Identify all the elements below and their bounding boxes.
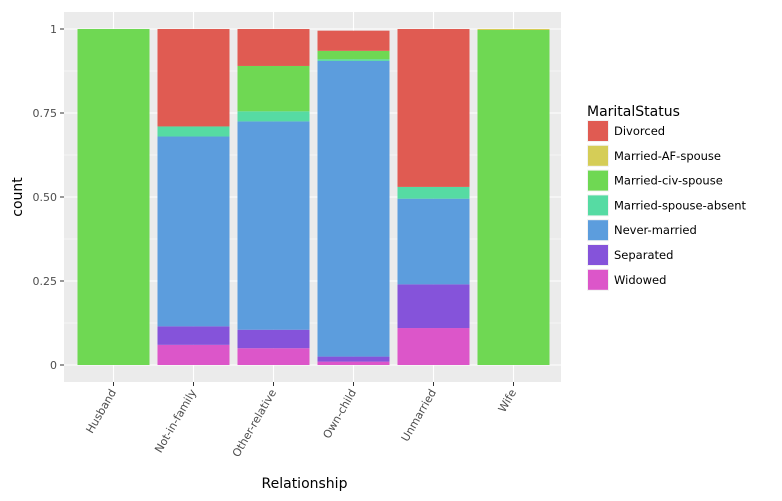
- y-axis: 0 0.25 0.50 0.75 1: [33, 23, 64, 372]
- bar-segment-separated-unmarried: [397, 284, 470, 329]
- bar-segment-married-spouse-absent-not-in-family: [157, 126, 230, 137]
- legend-title: MaritalStatus: [587, 104, 680, 120]
- bar-segment-widowed-other-relative: [237, 348, 310, 365]
- bar-segment-married-civ-spouse-own-child: [317, 50, 390, 60]
- bar-segment-married-spouse-absent-other-relative: [237, 111, 310, 122]
- bar-segment-never-married-not-in-family: [157, 136, 230, 327]
- bar-segment-divorced-not-in-family: [157, 29, 230, 127]
- legend-swatch-never-married: [588, 220, 608, 241]
- legend-swatch-divorced: [588, 121, 608, 141]
- bar-segment-separated-own-child: [317, 356, 390, 362]
- bar-segment-separated-other-relative: [237, 329, 310, 349]
- legend-label-divorced: Divorced: [614, 124, 665, 138]
- bar-segment-widowed-unmarried: [397, 328, 470, 365]
- legend-label-married-civ-spouse: Married-civ-spouse: [614, 174, 723, 188]
- legend-label-widowed: Widowed: [614, 273, 666, 287]
- legend-swatch-widowed: [588, 269, 608, 290]
- bar-segment-married-civ-spouse-husband: [77, 29, 150, 365]
- legend-swatch-married-af-spouse: [588, 145, 608, 166]
- bars: [77, 29, 550, 366]
- legend-items: Divorced Married-AF-spouse Married-civ-spo…: [587, 120, 746, 291]
- bar-segment-married-spouse-absent-unmarried: [397, 186, 470, 199]
- x-tick-label: Unmarried: [399, 387, 439, 444]
- bar-segment-divorced-other-relative: [237, 29, 310, 66]
- legend-label-never-married: Never-married: [614, 223, 697, 237]
- x-tick-label: Own-child: [320, 387, 359, 441]
- x-tick-label: Not-in-family: [152, 387, 199, 456]
- legend-label-married-spouse-absent: Married-spouse-absent: [614, 198, 746, 212]
- bar-segment-widowed-not-in-family: [157, 344, 230, 365]
- bar-segment-never-married-unmarried: [397, 198, 470, 285]
- legend-label-separated: Separated: [614, 248, 673, 262]
- x-tick-label: Other-relative: [230, 387, 279, 460]
- y-axis-title: count: [10, 177, 26, 217]
- bar-segment-never-married-other-relative: [237, 121, 310, 330]
- y-tick-label: 0.75: [33, 107, 58, 120]
- x-axis: Husband Not-in-family Other-relative Own-ch…: [84, 382, 520, 460]
- x-tick-label: Wife: [496, 387, 520, 415]
- legend-swatch-married-spouse-absent: [588, 195, 608, 216]
- x-tick-label: Husband: [84, 387, 120, 436]
- bar-segment-married-civ-spouse-wife: [477, 30, 550, 366]
- x-axis-title: Relationship: [262, 476, 348, 492]
- y-tick-label: 0.25: [33, 275, 58, 288]
- bar-segment-married-af-spouse-wife: [477, 29, 550, 31]
- y-tick-label: 1: [50, 23, 57, 36]
- bar-segment-married-spouse-absent-own-child: [317, 59, 390, 61]
- bar-segment-separated-not-in-family: [157, 326, 230, 345]
- bar-segment-divorced-own-child: [317, 30, 390, 51]
- bar-segment-divorced-unmarried: [397, 29, 470, 187]
- legend-swatch-married-civ-spouse: [588, 170, 608, 191]
- bar-segment-married-civ-spouse-other-relative: [237, 65, 310, 112]
- y-tick-label: 0.50: [33, 191, 58, 204]
- legend-swatch-separated: [588, 245, 608, 265]
- bar-segment-never-married-own-child: [317, 60, 390, 357]
- bar-segment-widowed-own-child: [317, 361, 390, 365]
- legend-label-married-af-spouse: Married-AF-spouse: [614, 149, 721, 163]
- legend: MaritalStatus Divorced Married-AF-spouse M…: [587, 104, 746, 291]
- y-tick-label: 0: [50, 359, 57, 372]
